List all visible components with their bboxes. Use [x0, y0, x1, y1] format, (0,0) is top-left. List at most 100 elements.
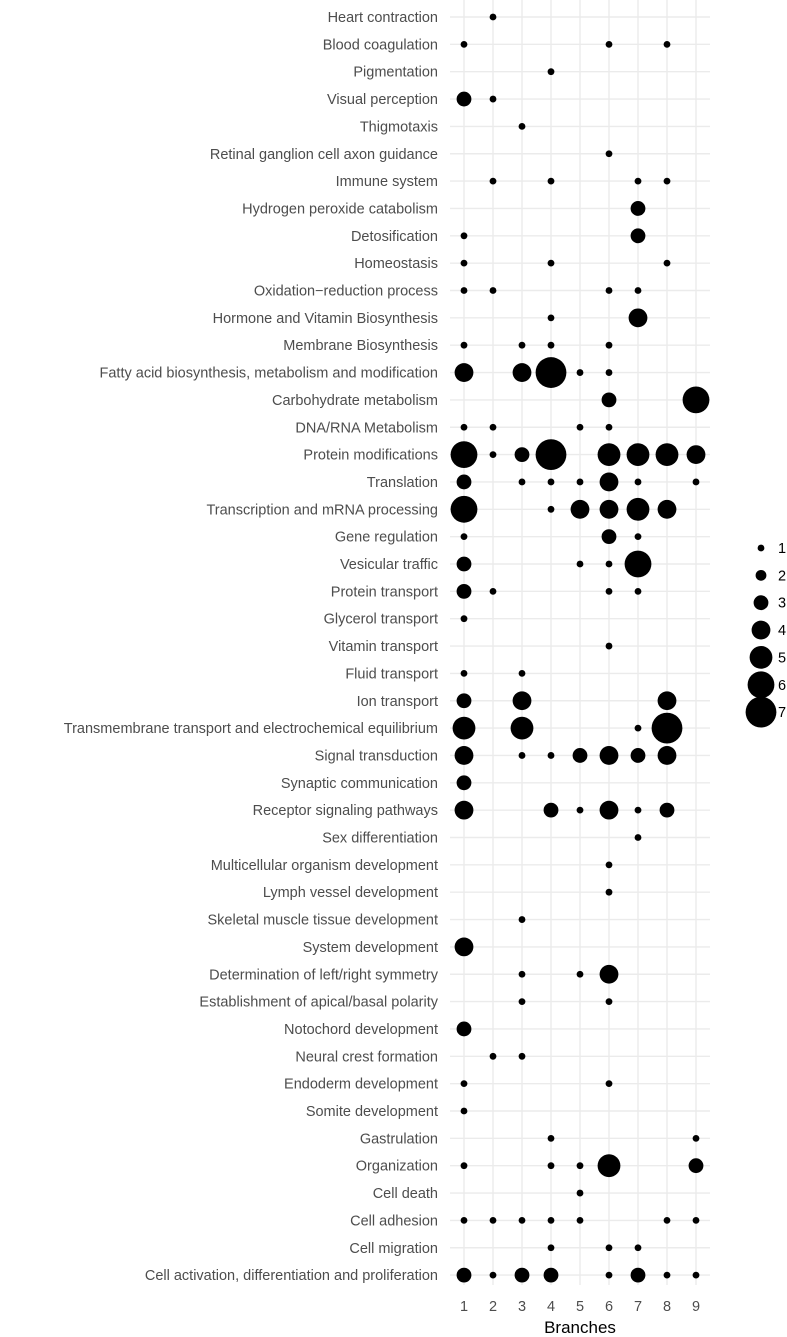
category-label-endoderm-development: Endoderm development — [284, 1077, 438, 1093]
point-fatty-acid-biosynthesis-metabolism-and-modification-branch-1 — [454, 363, 474, 382]
point-detosification-branch-7 — [630, 228, 646, 244]
point-cell-adhesion-branch-2 — [489, 1217, 497, 1224]
category-label-homeostasis: Homeostasis — [354, 256, 438, 272]
point-protein-transport-branch-1 — [456, 583, 472, 599]
point-translation-branch-4 — [547, 478, 555, 486]
point-transmembrane-transport-and-electrochemical-equilibrium-branch-7 — [634, 724, 642, 732]
point-endoderm-development-branch-1 — [460, 1080, 468, 1088]
point-membrane-biosynthesis-branch-3 — [518, 341, 526, 349]
legend-point-4 — [751, 620, 771, 640]
category-label-cell-migration: Cell migration — [349, 1241, 438, 1257]
point-dna-rna-metabolism-branch-1 — [460, 423, 468, 431]
category-label-pigmentation: Pigmentation — [353, 65, 438, 81]
point-signal-transduction-branch-1 — [454, 746, 474, 765]
point-thigmotaxis-branch-3 — [518, 123, 526, 130]
point-transcription-and-mrna-processing-branch-8 — [657, 499, 677, 519]
category-label-dna-rna-metabolism: DNA/RNA Metabolism — [295, 420, 438, 436]
category-label-determination-of-left-right-symmetry: Determination of left/right symmetry — [209, 967, 439, 983]
point-protein-modifications-branch-1 — [450, 441, 478, 468]
point-visual-perception-branch-1 — [456, 91, 472, 107]
point-neural-crest-formation-branch-2 — [489, 1052, 497, 1060]
point-carbohydrate-metabolism-branch-9 — [682, 386, 710, 414]
legend-label-3: 3 — [778, 596, 786, 612]
category-label-hormone-and-vitamin-biosynthesis: Hormone and Vitamin Biosynthesis — [213, 311, 438, 327]
category-label-ion-transport: Ion transport — [357, 694, 438, 710]
point-retinal-ganglion-cell-axon-guidance-branch-6 — [605, 150, 613, 158]
point-vesicular-traffic-branch-1 — [456, 556, 472, 572]
category-label-establishment-of-apical-basal-polarity: Establishment of apical/basal polarity — [199, 995, 438, 1011]
point-blood-coagulation-branch-8 — [663, 40, 671, 48]
point-ion-transport-branch-1 — [456, 693, 472, 709]
point-translation-branch-1 — [456, 474, 472, 490]
point-transcription-and-mrna-processing-branch-6 — [599, 499, 619, 519]
size-legend: 1 2 3 4 5 6 7 — [745, 541, 786, 728]
category-label-fluid-transport: Fluid transport — [345, 666, 438, 682]
category-label-neural-crest-formation: Neural crest formation — [295, 1049, 438, 1065]
point-dna-rna-metabolism-branch-5 — [576, 423, 584, 431]
category-label-retinal-ganglion-cell-axon-guidance: Retinal ganglion cell axon guidance — [210, 147, 438, 163]
point-determination-of-left-right-symmetry-branch-5 — [576, 970, 584, 978]
category-label-gene-regulation: Gene regulation — [335, 530, 438, 546]
point-multicellular-organism-development-branch-6 — [605, 861, 613, 869]
point-protein-modifications-branch-6 — [597, 443, 621, 466]
point-vesicular-traffic-branch-5 — [576, 560, 584, 568]
point-transcription-and-mrna-processing-branch-4 — [547, 505, 555, 513]
point-homeostasis-branch-4 — [547, 259, 555, 267]
point-receptor-signaling-pathways-branch-8 — [659, 802, 675, 818]
point-cell-activation-differentiation-and-proliferation-branch-9 — [692, 1271, 700, 1279]
category-label-detosification: Detosification — [351, 229, 438, 245]
legend-label-1: 1 — [778, 541, 786, 557]
point-cell-activation-differentiation-and-proliferation-branch-3 — [514, 1267, 530, 1283]
point-receptor-signaling-pathways-branch-1 — [454, 800, 474, 820]
legend-point-7 — [745, 696, 777, 728]
x-tick-label-7: 7 — [634, 1299, 642, 1315]
point-endoderm-development-branch-6 — [605, 1080, 613, 1088]
point-cell-death-branch-5 — [576, 1189, 584, 1197]
point-determination-of-left-right-symmetry-branch-6 — [599, 964, 619, 984]
point-ion-transport-branch-3 — [512, 691, 532, 711]
point-immune-system-branch-8 — [663, 177, 671, 185]
legend-point-1 — [757, 544, 765, 552]
category-label-sex-differentiation: Sex differentiation — [322, 831, 438, 847]
point-fatty-acid-biosynthesis-metabolism-and-modification-branch-3 — [512, 363, 532, 382]
point-cell-migration-branch-4 — [547, 1244, 555, 1252]
x-tick-label-5: 5 — [576, 1299, 584, 1315]
point-organization-branch-4 — [547, 1162, 555, 1170]
point-cell-adhesion-branch-5 — [576, 1217, 584, 1224]
category-label-oxidation-reduction-process: Oxidation−reduction process — [254, 284, 438, 300]
x-tick-label-6: 6 — [605, 1299, 613, 1315]
data-points — [450, 13, 710, 1283]
point-homeostasis-branch-1 — [460, 259, 468, 267]
category-label-somite-development: Somite development — [306, 1104, 438, 1120]
category-label-signal-transduction: Signal transduction — [315, 748, 438, 764]
point-establishment-of-apical-basal-polarity-branch-6 — [605, 998, 613, 1005]
point-sex-differentiation-branch-7 — [634, 834, 642, 841]
point-signal-transduction-branch-8 — [657, 746, 677, 765]
point-protein-modifications-branch-3 — [514, 447, 530, 462]
point-organization-branch-6 — [597, 1154, 621, 1178]
point-fluid-transport-branch-3 — [518, 670, 526, 677]
point-oxidation-reduction-process-branch-6 — [605, 287, 613, 294]
point-cell-adhesion-branch-9 — [692, 1217, 700, 1224]
category-label-thigmotaxis: Thigmotaxis — [360, 119, 438, 135]
point-receptor-signaling-pathways-branch-5 — [576, 806, 584, 814]
point-organization-branch-5 — [576, 1162, 584, 1170]
point-transmembrane-transport-and-electrochemical-equilibrium-branch-8 — [651, 712, 683, 744]
category-label-visual-perception: Visual perception — [327, 92, 438, 108]
point-blood-coagulation-branch-6 — [605, 40, 613, 48]
point-protein-modifications-branch-8 — [655, 443, 679, 466]
point-signal-transduction-branch-3 — [518, 752, 526, 759]
category-label-skeletal-muscle-tissue-development: Skeletal muscle tissue development — [207, 913, 438, 929]
point-signal-transduction-branch-7 — [630, 748, 646, 763]
point-ion-transport-branch-8 — [657, 691, 677, 711]
category-label-hydrogen-peroxide-catabolism: Hydrogen peroxide catabolism — [242, 201, 438, 217]
point-oxidation-reduction-process-branch-1 — [460, 287, 468, 294]
category-label-notochord-development: Notochord development — [284, 1022, 438, 1038]
x-tick-label-1: 1 — [460, 1299, 468, 1315]
point-immune-system-branch-2 — [489, 177, 497, 185]
point-translation-branch-9 — [692, 478, 700, 486]
category-label-gastrulation: Gastrulation — [360, 1131, 438, 1147]
point-gastrulation-branch-4 — [547, 1134, 555, 1142]
point-protein-modifications-branch-4 — [535, 439, 567, 470]
